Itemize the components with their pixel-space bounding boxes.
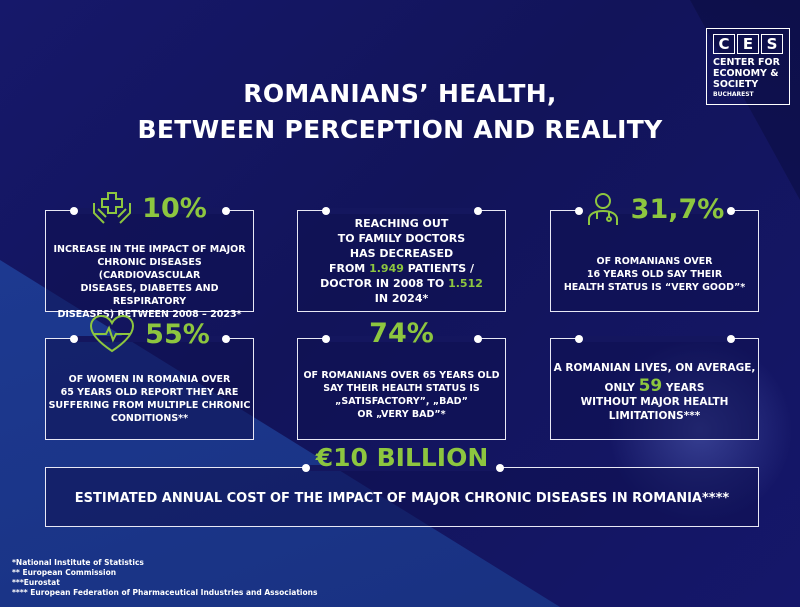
stat-text: ONLY: [604, 382, 639, 394]
title-line: ROMANIANS’ HEALTH,: [243, 79, 557, 108]
heart-pulse-icon: [90, 315, 135, 353]
stat-text: REACHING OUT: [354, 217, 449, 230]
logo-letter: C: [713, 34, 735, 54]
summary-text: ESTIMATED ANNUAL COST OF THE IMPACT OF M…: [74, 491, 730, 506]
stat-text: FROM: [328, 262, 370, 275]
stat-text: CONDITIONS**: [110, 413, 189, 424]
stat-text: HAS DECREASED: [349, 247, 454, 260]
stat-text: TO FAMILY DOCTORS: [337, 232, 466, 245]
stat-text: LIMITATIONS***: [608, 410, 701, 422]
summary-value: €10 BILLION: [315, 443, 489, 472]
footnote: ** European Commission: [12, 568, 117, 577]
doctor-icon: [587, 193, 618, 225]
stat-value: 1.512: [448, 277, 483, 290]
page-title: ROMANIANS’ HEALTH, BETWEEN PERCEPTION AND…: [0, 76, 800, 148]
stat-text: DISEASES) BETWEEN 2008 – 2023*: [57, 309, 242, 320]
logo-letter: S: [761, 34, 783, 54]
summary-card-annual-cost: €10 BILLION ESTIMATED ANNUAL COST OF THE…: [45, 445, 759, 527]
stat-text: PATIENTS /: [403, 262, 475, 275]
stat-text: SAY THEIR HEALTH STATUS IS: [323, 383, 480, 394]
title-line: BETWEEN PERCEPTION AND REALITY: [137, 115, 663, 144]
stat-text: WITHOUT MAJOR HEALTH: [580, 396, 729, 408]
logo-text: SOCIETY: [713, 79, 759, 90]
footnote: *National Institute of Statistics: [12, 558, 144, 567]
stat-card-chronic-increase: 10% INCREASE IN THE IMPACT OF MAJOR CHRON…: [45, 192, 254, 320]
stat-text: 16 YEARS OLD SAY THEIR: [586, 269, 723, 280]
stat-value: 59: [638, 376, 663, 396]
stat-text: OR „VERY BAD”*: [357, 409, 446, 420]
stat-text: HEALTH STATUS IS “VERY GOOD”*: [563, 282, 746, 293]
footnotes: *National Institute of Statistics ** Eur…: [12, 558, 317, 598]
stat-text: A ROMANIAN LIVES, ON AVERAGE,: [553, 362, 756, 374]
stat-value: 74%: [369, 318, 434, 349]
stat-value: 31,7%: [630, 193, 725, 225]
stat-text: YEARS: [662, 382, 705, 394]
logo-text: CENTER FOR: [713, 57, 780, 68]
stat-value: 1.949: [369, 262, 404, 275]
stat-text: 65 YEARS OLD REPORT THEY ARE: [60, 387, 239, 398]
stat-text: OF WOMEN IN ROMANIA OVER: [68, 374, 231, 385]
stat-text: OF ROMANIANS OVER 65 YEARS OLD: [303, 370, 500, 381]
stat-card-healthy-years: A ROMANIAN LIVES, ON AVERAGE, ONLY 59 YE…: [550, 335, 759, 440]
logo-text: ECONOMY &: [713, 68, 779, 79]
stat-text: OF ROMANIANS OVER: [596, 256, 713, 267]
stat-text: „SATISFACTORY”, „BAD”: [335, 396, 468, 407]
stat-text: DISEASES, DIABETES AND RESPIRATORY: [80, 283, 219, 307]
stat-text: DOCTOR IN 2008 TO: [320, 277, 449, 290]
stat-card-health-very-good: 31,7% OF ROMANIANS OVER 16 YEARS OLD SAY …: [550, 193, 759, 312]
hands-medical-cross-icon: [93, 192, 132, 224]
stat-text: INCREASE IN THE IMPACT OF MAJOR: [53, 244, 246, 255]
stat-card-family-doctors: REACHING OUT TO FAMILY DOCTORS HAS DECREAS…: [297, 207, 506, 312]
stat-card-women-chronic: 55% OF WOMEN IN ROMANIA OVER 65 YEARS OLD…: [45, 315, 254, 440]
footnote: **** European Federation of Pharmaceutic…: [12, 588, 318, 597]
stat-text: CHRONIC DISEASES (CARDIOVASCULAR: [97, 257, 202, 281]
logo-letter: E: [737, 34, 759, 54]
logo-city: BUCHAREST: [713, 91, 754, 98]
stat-value: 10%: [142, 192, 207, 224]
footnote: ***Eurostat: [12, 578, 60, 587]
stat-text: IN 2024*: [374, 292, 429, 305]
stat-text: SUFFERING FROM MULTIPLE CHRONIC: [48, 400, 251, 411]
stat-value: 55%: [145, 318, 210, 350]
stat-card-over-65-status: 74% OF ROMANIANS OVER 65 YEARS OLD SAY TH…: [297, 320, 506, 440]
